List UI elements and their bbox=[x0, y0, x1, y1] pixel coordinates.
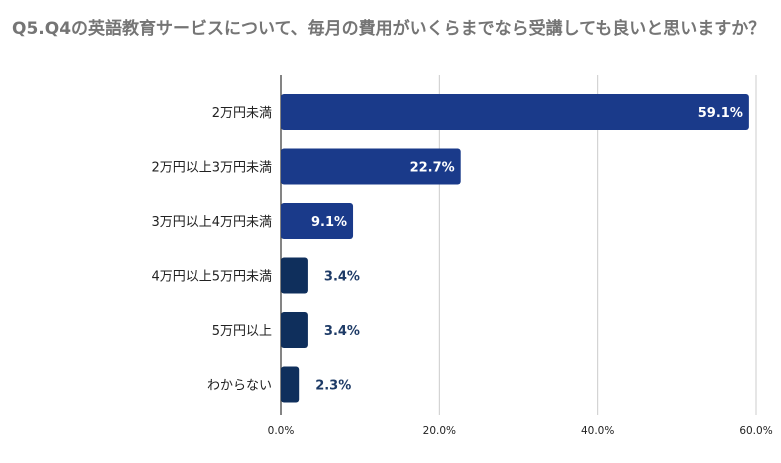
labels: 0.0% 20.0% 40.0% 60.0% 2万円未満 59.1% 2万円以上3万円未満 2… bbox=[151, 106, 772, 437]
category-label: わからない bbox=[207, 379, 272, 394]
gridlines bbox=[280, 75, 757, 415]
value-label: 9.1% bbox=[311, 215, 347, 230]
value-label: 3.4% bbox=[324, 270, 360, 285]
category-label: 5万円以上 bbox=[212, 324, 272, 339]
x-tick-label: 40.0% bbox=[581, 425, 614, 437]
bar bbox=[281, 94, 749, 130]
x-tick-label: 0.0% bbox=[268, 425, 295, 437]
value-label: 2.3% bbox=[315, 379, 351, 394]
bars bbox=[281, 94, 749, 403]
bar bbox=[281, 366, 300, 403]
chart-title: Q5.Q4の英語教育サービスについて、毎月の費用がいくらまでなら受講しても良いと… bbox=[12, 19, 766, 39]
bar bbox=[281, 312, 308, 348]
category-label: 3万円以上4万円未満 bbox=[151, 215, 272, 230]
value-label: 59.1% bbox=[698, 106, 743, 121]
bar bbox=[281, 148, 461, 185]
bar bbox=[281, 203, 354, 239]
value-label: 22.7% bbox=[410, 161, 455, 176]
category-label: 2万円以上3万円未満 bbox=[151, 161, 272, 176]
x-tick-label: 20.0% bbox=[423, 425, 456, 437]
bar bbox=[281, 257, 308, 294]
x-tick-label: 60.0% bbox=[739, 425, 772, 437]
category-label: 4万円以上5万円未満 bbox=[151, 270, 272, 285]
value-label: 3.4% bbox=[324, 324, 360, 339]
category-label: 2万円未満 bbox=[212, 106, 272, 121]
